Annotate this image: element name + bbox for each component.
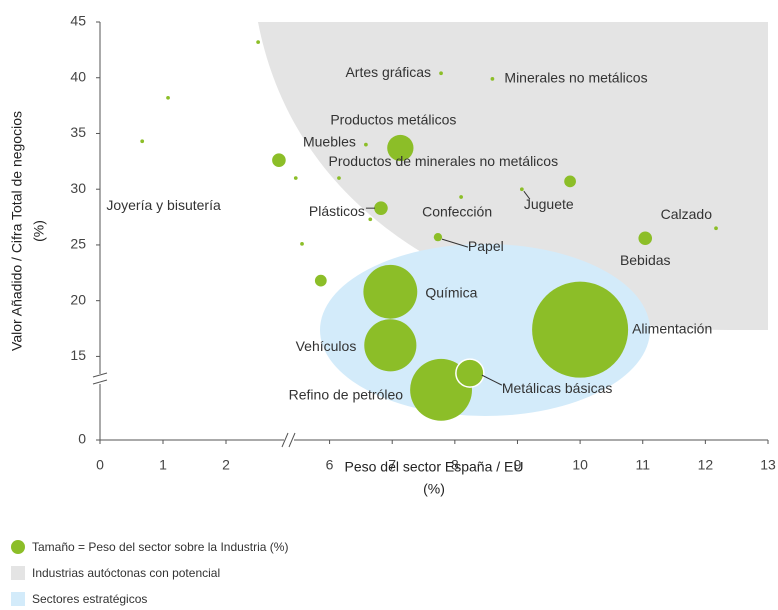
bubble-label: Alimentación <box>632 320 712 336</box>
y-tick-label: 25 <box>70 236 86 252</box>
y-tick-label: 20 <box>70 291 86 307</box>
x-tick-label: 11 <box>635 457 650 473</box>
bubble <box>490 76 495 81</box>
x-tick-label: 2 <box>222 457 230 473</box>
bubble-label: Bebidas <box>620 252 671 268</box>
x-tick-label: 9 <box>514 457 522 473</box>
bubble-label: Papel <box>468 238 504 254</box>
bubble <box>374 201 388 215</box>
y-break-gap <box>94 374 106 384</box>
bubble-label: Joyería y bisutería <box>106 197 221 213</box>
x-axis-title: (%) <box>423 481 445 497</box>
bubble <box>300 241 304 246</box>
legend-label: Sectores estratégicos <box>32 592 147 606</box>
x-tick-label: 6 <box>326 457 334 473</box>
y-tick-label: 15 <box>70 347 86 363</box>
bubble <box>363 264 418 319</box>
bubble <box>293 176 298 180</box>
x-tick-label: 7 <box>388 457 396 473</box>
leader-line <box>481 374 503 386</box>
bubble <box>638 231 653 246</box>
bubble-label: Confección <box>422 204 492 220</box>
bubble <box>387 134 414 162</box>
bubble <box>519 187 524 192</box>
y-tick-label: 45 <box>70 13 86 29</box>
bubble <box>532 281 629 378</box>
y-tick-label: 40 <box>70 68 86 84</box>
legend-swatch <box>11 540 25 554</box>
x-tick-label: 10 <box>572 457 588 473</box>
y-break <box>92 372 108 385</box>
x-tick-label: 1 <box>159 457 167 473</box>
leader-line <box>523 190 531 200</box>
bubble-label: Química <box>425 284 477 300</box>
legend-label: Industrias autóctonas con potencial <box>32 566 220 580</box>
bubble <box>714 226 718 231</box>
y-axis-title: (%) <box>31 220 47 242</box>
y-tick-label: 30 <box>70 180 86 196</box>
y-tick-label: 0 <box>78 431 86 447</box>
x-break <box>281 432 296 448</box>
bubble <box>564 175 576 188</box>
bubble <box>314 274 327 287</box>
x-tick-label: 0 <box>96 457 104 473</box>
x-tick-label: 13 <box>760 457 776 473</box>
bubble-label: Plásticos <box>309 203 365 219</box>
y-tick-label: 35 <box>70 124 86 140</box>
bubble <box>256 40 260 44</box>
bubble-label: Muebles <box>303 133 356 149</box>
y-axis-title: Valor Añadido / Cifra Total de negocios <box>9 111 25 351</box>
x-tick-label: 12 <box>698 457 714 473</box>
bubble <box>439 71 443 76</box>
legend-swatch <box>11 566 25 580</box>
bubble <box>364 319 417 372</box>
bubble-label: Productos de minerales no metálicos <box>329 153 559 169</box>
bubble-label: Minerales no metálicos <box>504 70 647 86</box>
bubble-label: Metálicas básicas <box>502 380 612 396</box>
bubble-label: Refino de petróleo <box>289 387 404 403</box>
legend-label: Tamaño = Peso del sector sobre la Indust… <box>32 540 288 554</box>
x-tick-label: 8 <box>451 457 459 473</box>
bubble-label: Calzado <box>661 206 713 222</box>
bubble <box>433 232 443 242</box>
bubble <box>368 217 373 222</box>
bubble <box>337 176 341 180</box>
x-axis-title: Peso del sector España / EU <box>345 459 524 475</box>
bubble <box>272 153 286 168</box>
legend-swatch <box>11 592 25 606</box>
bubble-label: Productos metálicos <box>330 112 456 128</box>
bubble <box>166 95 170 100</box>
bubble-label: Artes gráficas <box>345 64 431 80</box>
bubble <box>364 142 368 147</box>
x-break-gap <box>284 434 294 446</box>
bubble <box>459 195 463 199</box>
bubble-label: Juguete <box>524 196 574 212</box>
region-autoctonas <box>258 22 768 330</box>
bubble-label: Vehículos <box>296 338 357 354</box>
bubble <box>140 139 145 144</box>
bubble <box>455 358 485 388</box>
leader-line <box>441 238 469 248</box>
